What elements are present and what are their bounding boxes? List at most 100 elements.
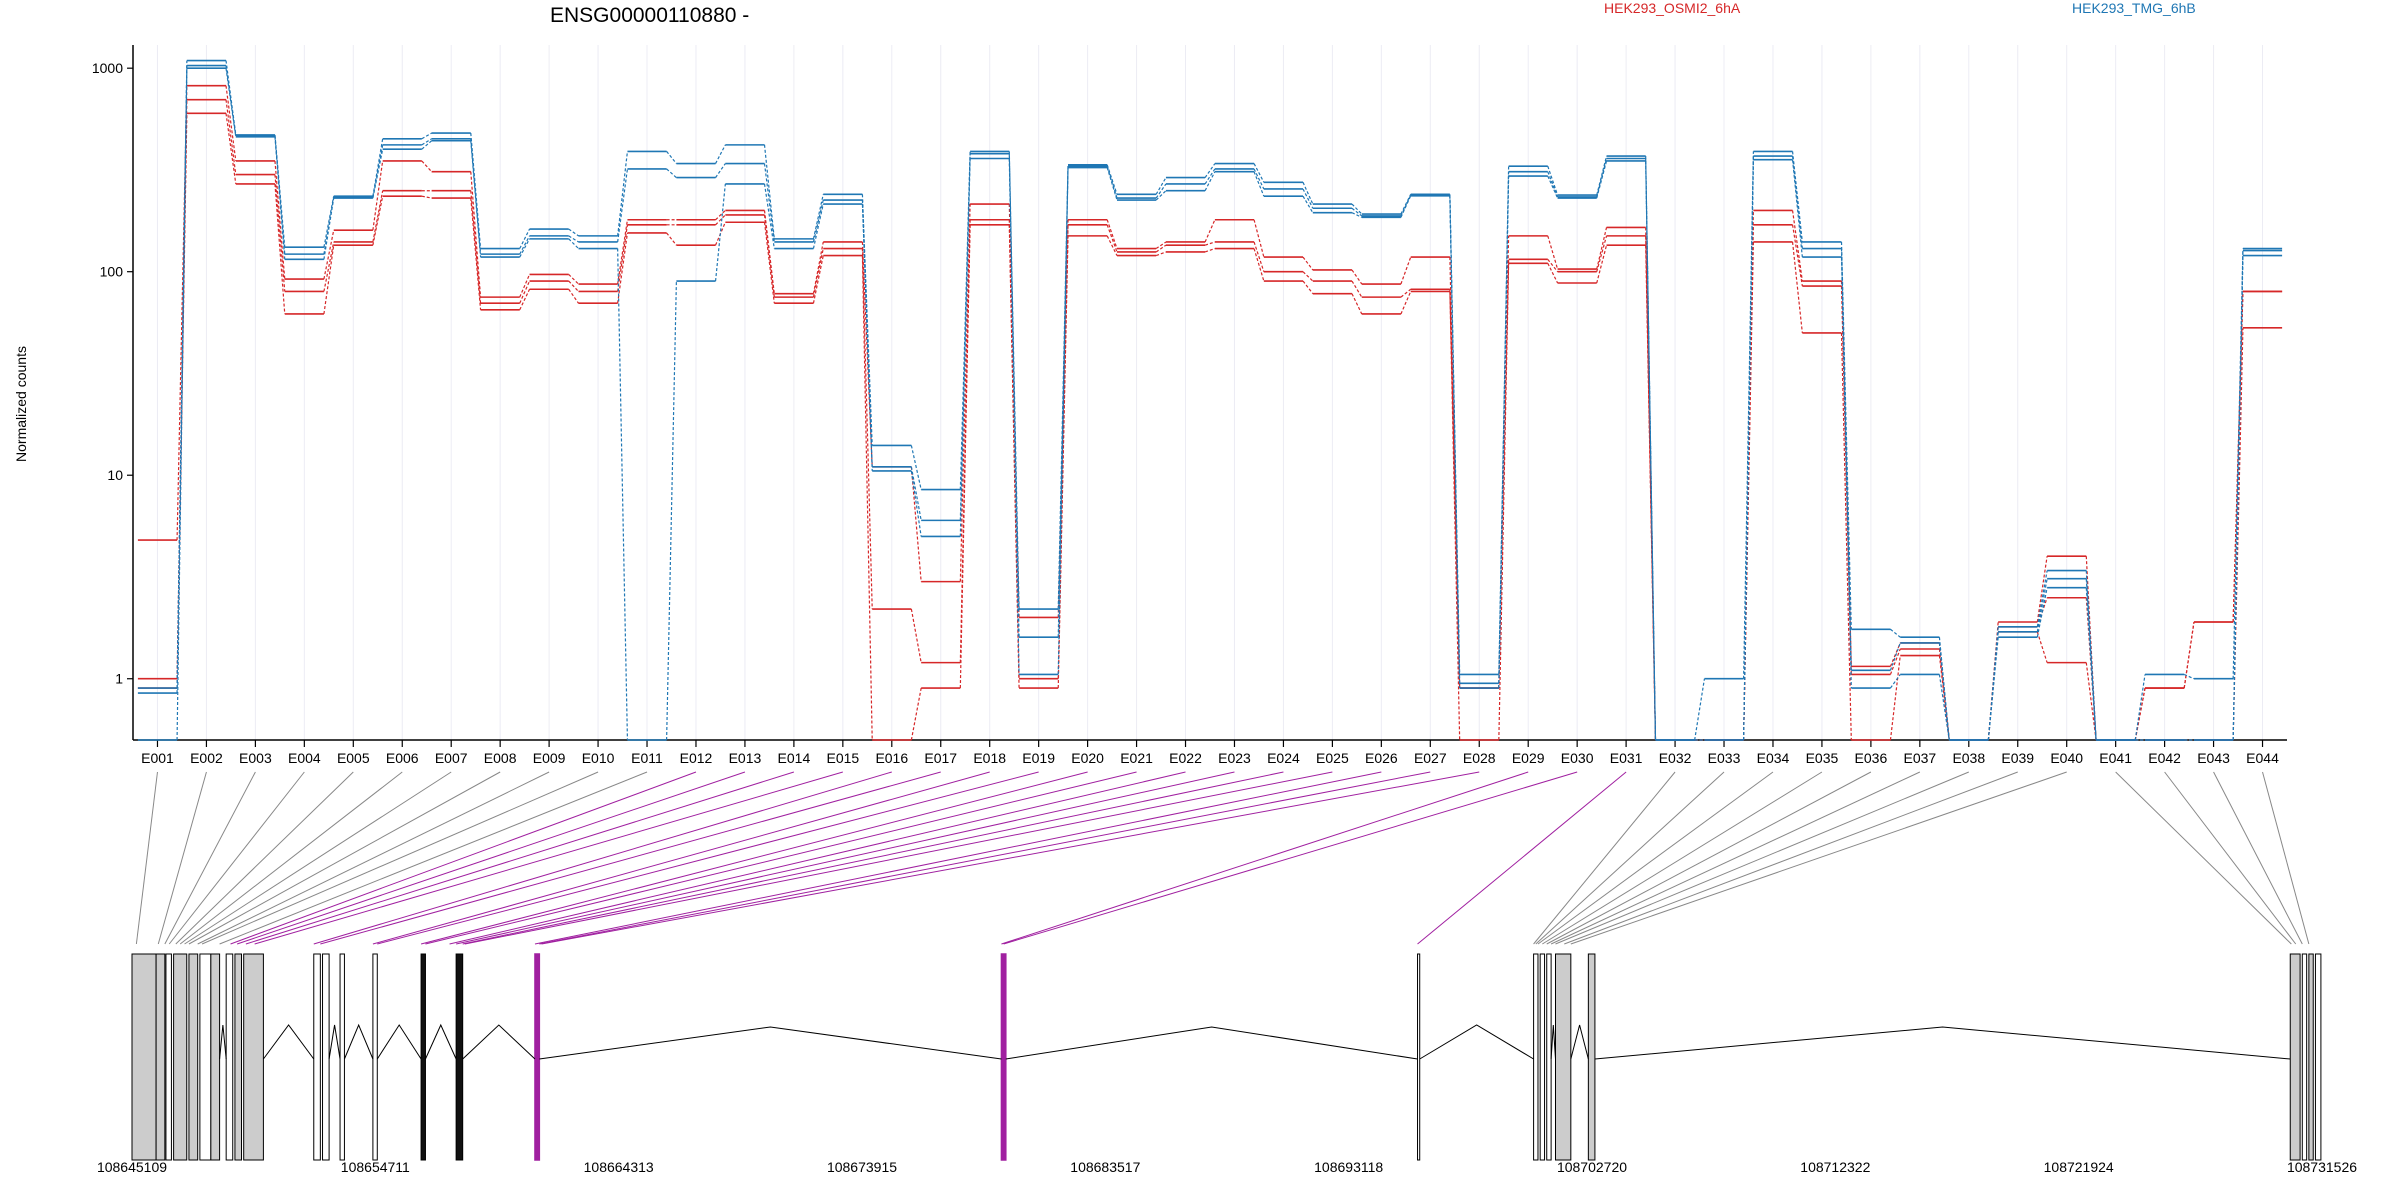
exon-block-25 bbox=[2289, 953, 2301, 1161]
x-tick-label: E002 bbox=[190, 750, 223, 766]
genomic-coordinate-labels: 108645109 108654711 108664313 108673915 1086… bbox=[97, 1159, 2357, 1175]
x-tick-label: E036 bbox=[1855, 750, 1888, 766]
exon-block-14 bbox=[372, 953, 378, 1161]
y-tick-label: 1000 bbox=[92, 60, 123, 76]
connector-e003 bbox=[164, 771, 256, 945]
x-tick-label: E031 bbox=[1610, 750, 1643, 766]
connector-e019 bbox=[377, 771, 1039, 945]
exon-block-22 bbox=[1546, 953, 1552, 1161]
exon-block-13 bbox=[339, 953, 345, 1161]
connector-e013 bbox=[236, 771, 746, 945]
connector-e011 bbox=[219, 771, 648, 945]
connector-e033 bbox=[1535, 771, 1725, 945]
connector-e004 bbox=[168, 771, 305, 945]
x-tick-label: E015 bbox=[826, 750, 859, 766]
exon-block-7 bbox=[210, 953, 221, 1161]
connector-e006 bbox=[179, 771, 403, 945]
intron-line-15 bbox=[425, 1023, 457, 1060]
x-tick-label: E041 bbox=[2099, 750, 2132, 766]
series-5-connectors bbox=[176, 68, 2244, 741]
connector-e038 bbox=[1555, 771, 1969, 945]
x-tick-label: E019 bbox=[1022, 750, 1055, 766]
series-4-connectors bbox=[176, 65, 2244, 741]
connector-e012 bbox=[230, 771, 697, 945]
legend-entry-tmg: HEK293_TMG_6hB bbox=[2072, 0, 2196, 16]
exon-block-11 bbox=[313, 953, 321, 1161]
intron-line-16 bbox=[462, 1024, 536, 1060]
x-tick-label: E040 bbox=[2050, 750, 2083, 766]
connector-e041 bbox=[2115, 771, 2292, 945]
series-lines bbox=[137, 59, 2283, 741]
x-tick-label: E026 bbox=[1365, 750, 1398, 766]
x-tick-label: E034 bbox=[1757, 750, 1790, 766]
x-tick-label: E032 bbox=[1659, 750, 1692, 766]
intron-line-17 bbox=[539, 1026, 1002, 1060]
x-tick-label: E007 bbox=[435, 750, 468, 766]
chart-title: ENSG00000110880 - bbox=[550, 4, 749, 27]
exon-block-19 bbox=[1417, 953, 1421, 1161]
x-tick-label: E028 bbox=[1463, 750, 1496, 766]
x-tick-label: E025 bbox=[1316, 750, 1349, 766]
x-tick-label: E035 bbox=[1806, 750, 1839, 766]
connector-e036 bbox=[1546, 771, 1872, 945]
connector-e016 bbox=[313, 771, 892, 945]
x-tick-label: E027 bbox=[1414, 750, 1447, 766]
coordinate-label: 108693118 bbox=[1314, 1159, 1383, 1175]
connector-e018 bbox=[372, 771, 990, 945]
connector-e020 bbox=[420, 771, 1088, 945]
x-tick-label: E039 bbox=[2001, 750, 2034, 766]
exon-block-10 bbox=[243, 953, 264, 1161]
intron-line-23 bbox=[1570, 1024, 1589, 1060]
y-tick-label: 1 bbox=[115, 671, 123, 687]
coordinate-label: 108654711 bbox=[341, 1159, 410, 1175]
connector-e043 bbox=[2213, 771, 2303, 945]
y-tick-label: 100 bbox=[100, 264, 124, 280]
series-3-connectors bbox=[176, 60, 2244, 741]
y-axis-label: Normalized counts bbox=[13, 346, 29, 462]
exon-block-16 bbox=[455, 953, 464, 1161]
series-1 bbox=[137, 98, 2283, 741]
connector-e008 bbox=[188, 771, 501, 945]
x-tick-label: E010 bbox=[582, 750, 615, 766]
x-tick-label: E003 bbox=[239, 750, 272, 766]
exon-block-6 bbox=[199, 953, 212, 1161]
connector-e029 bbox=[1001, 771, 1529, 945]
series-2-connectors bbox=[176, 113, 2244, 741]
intron-line-14 bbox=[376, 1024, 422, 1060]
connector-e001 bbox=[135, 771, 158, 945]
exon-block-23 bbox=[1555, 953, 1572, 1161]
exon-block-26 bbox=[2301, 953, 2308, 1161]
exon-block-15 bbox=[420, 953, 426, 1161]
exon-block-20 bbox=[1533, 953, 1539, 1161]
gene-model-track bbox=[131, 953, 2322, 1161]
connector-e014 bbox=[245, 771, 795, 945]
x-tick-label: E043 bbox=[2197, 750, 2230, 766]
connector-e031 bbox=[1417, 771, 1627, 945]
coordinate-label: 108673915 bbox=[827, 1159, 897, 1175]
connector-e037 bbox=[1550, 771, 1921, 945]
connector-e032 bbox=[1533, 771, 1676, 945]
connector-e010 bbox=[201, 771, 599, 945]
exon-block-18 bbox=[1000, 953, 1007, 1161]
exon-block-1 bbox=[131, 953, 157, 1161]
coordinate-label: 108683517 bbox=[1070, 1159, 1140, 1175]
x-tick-label: E038 bbox=[1952, 750, 1985, 766]
x-tick-label: E001 bbox=[141, 750, 174, 766]
series-4 bbox=[137, 64, 2283, 741]
exon-block-3 bbox=[165, 953, 172, 1161]
series-0 bbox=[137, 84, 2283, 741]
x-tick-label: E037 bbox=[1903, 750, 1936, 766]
plot-axes: 1 10 100 1000 E001 E002 E003 E004 E005 E006 E007 E0… bbox=[92, 45, 2287, 766]
x-tick-label: E014 bbox=[778, 750, 811, 766]
coordinate-label: 108702720 bbox=[1557, 1159, 1627, 1175]
x-tick-label: E033 bbox=[1708, 750, 1741, 766]
series-3 bbox=[137, 59, 2283, 741]
connector-e028 bbox=[541, 771, 1480, 945]
connector-e023 bbox=[456, 771, 1235, 945]
connector-e009 bbox=[197, 771, 550, 945]
exon-block-21 bbox=[1539, 953, 1546, 1161]
connector-e035 bbox=[1542, 771, 1823, 945]
series-2 bbox=[137, 112, 2283, 741]
exon-block-8 bbox=[225, 953, 234, 1161]
